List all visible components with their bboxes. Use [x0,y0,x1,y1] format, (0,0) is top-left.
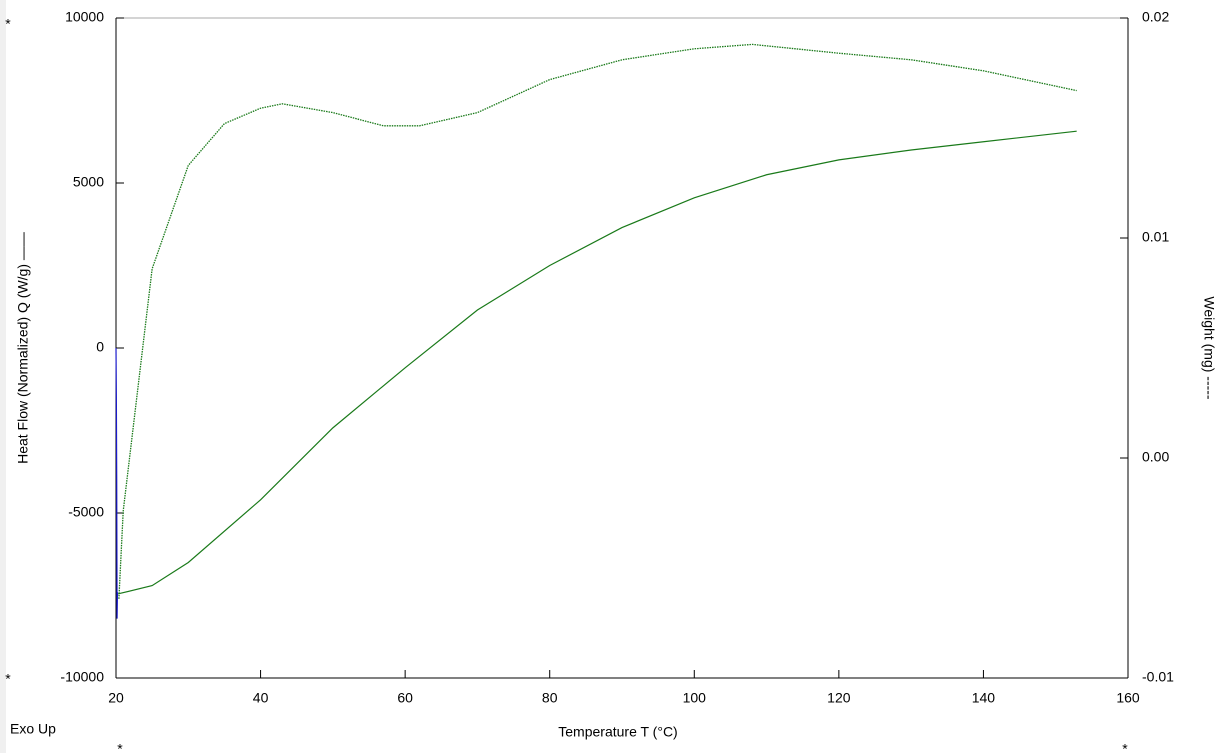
y-tick-label: 5000 [73,174,104,190]
y-tick-label: -10000 [60,669,104,685]
annotation: Exo Up [10,721,56,737]
x-tick-label: 160 [1116,690,1140,706]
x-axis-label: Temperature T (°C) [558,724,677,740]
x-tick-label: 20 [108,690,124,706]
x-tick-label: 60 [397,690,413,706]
corner-marker: * [5,671,11,687]
y-tick-label: -5000 [68,504,104,520]
x-tick-label: 140 [972,690,996,706]
y2-tick-label: 0.01 [1142,229,1169,245]
series-line [115,347,119,619]
corner-marker: * [117,741,123,753]
x-tick-label: 40 [253,690,269,706]
y2-tick-label: 0.00 [1142,449,1169,465]
x-tick-label: 100 [683,690,707,706]
y-axis-label: Heat Flow (Normalized) Q (W/g) —— [15,232,31,464]
left-border [0,0,6,753]
x-tick-label: 120 [827,690,851,706]
series-line [118,130,1077,595]
y-tick-label: 0 [96,339,104,355]
y2-tick-label: 0.02 [1142,9,1169,25]
series-line [118,43,1077,599]
corner-marker: * [1122,741,1128,753]
y2-tick-label: -0.01 [1142,669,1174,685]
y-tick-label: 10000 [65,9,104,25]
corner-marker: * [5,16,11,32]
x-tick-label: 80 [542,690,558,706]
y2-axis-label: Weight (mg) ----- [1201,296,1217,400]
